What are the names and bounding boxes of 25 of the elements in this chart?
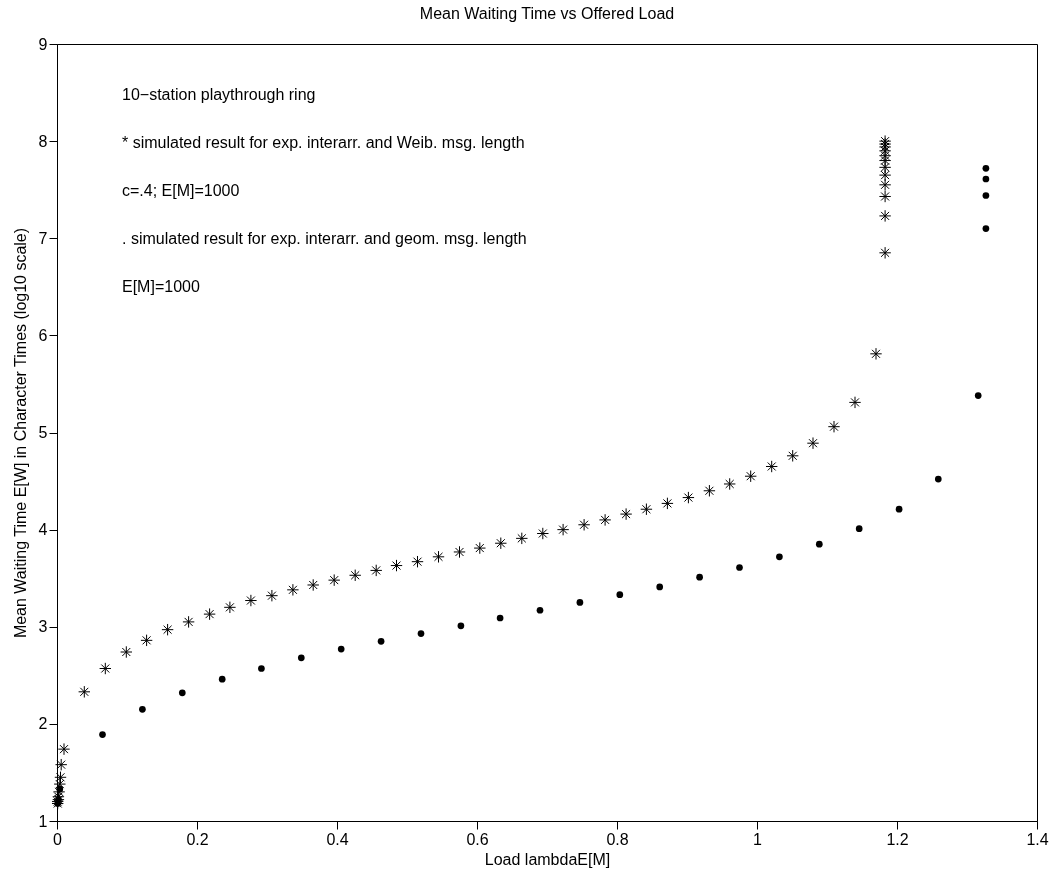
y-tick-label: 2 [38,715,48,733]
x-tick-label: 0.2 [186,830,209,848]
annotation: . simulated result for exp. interarr. and geom. msg. length [122,230,527,247]
x-tick-label: 1.4 [1026,830,1049,848]
annotation: 10−station playthrough ring [122,86,316,103]
x-axis-title: Load lambdaE[M] [484,850,611,868]
annotation: * simulated result for exp. interarr. and Weib. msg. length [122,134,525,151]
y-tick-label: 5 [38,424,48,441]
y-tick-label: 1 [38,812,48,830]
x-tick-label: 1.2 [886,830,909,848]
y-tick-label: 3 [38,618,48,636]
y-tick-label: 4 [38,521,48,539]
x-tick-label: 0 [53,830,63,848]
x-tick-label: 0.8 [606,830,629,848]
x-tick-label: 0.6 [466,830,489,848]
x-tick-label: 0.4 [326,830,349,848]
y-tick-label: 9 [38,35,48,53]
y-tick-label: 8 [38,132,48,150]
chart-title: Mean Waiting Time vs Offered Load [419,5,675,22]
y-tick-label: 6 [38,326,48,344]
y-axis-title: Mean Waiting Time E[W] in Character Times (log10 scale) [11,227,29,639]
y-tick-label: 7 [38,229,48,247]
x-tick-label: 1 [753,830,763,848]
annotation: c=.4; E[M]=1000 [122,182,240,199]
annotation: E[M]=1000 [122,278,200,295]
